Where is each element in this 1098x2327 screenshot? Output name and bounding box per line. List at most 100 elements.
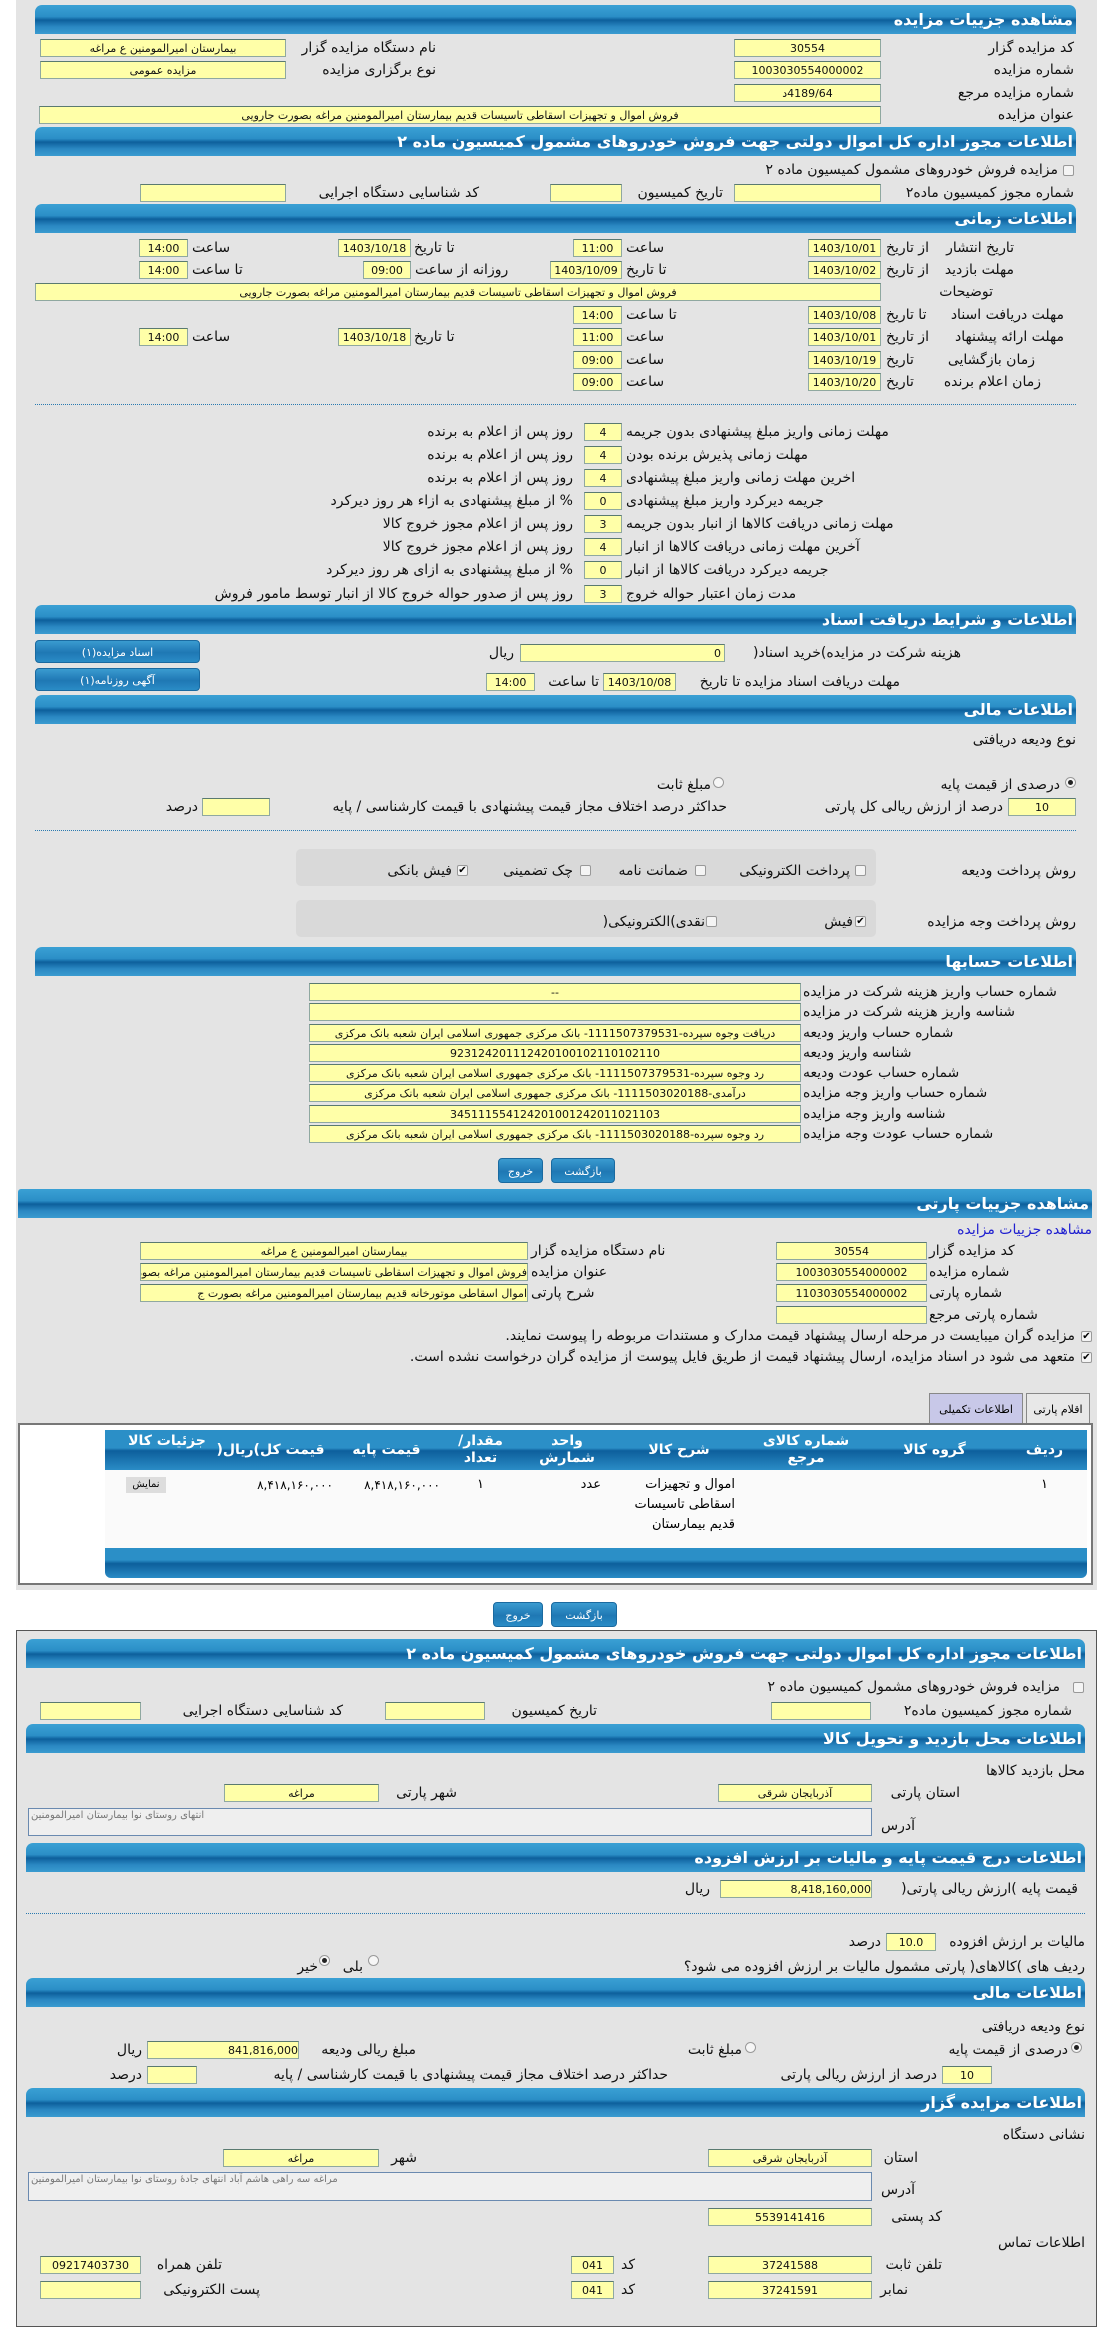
deposit-amount-field[interactable]: 841,816,000 — [147, 2041, 299, 2059]
auction-docs-button[interactable]: اسناد مزایده(۱) — [35, 640, 200, 663]
lot-percent-field[interactable]: 10 — [942, 2066, 992, 2084]
guarantee-checkbox[interactable] — [695, 865, 706, 876]
deadline-field[interactable]: 4 — [584, 446, 622, 464]
view-auction-link[interactable]: مشاهده جزییات مزایده — [957, 1222, 1092, 1238]
tab-extra-info[interactable]: اطلاعات تکمیلی — [929, 1393, 1023, 1423]
lot-commission-date-field[interactable] — [385, 1702, 485, 1720]
lot-max-diff-field[interactable] — [147, 2066, 197, 2084]
bank-slip-checkbox[interactable]: ✔ — [457, 865, 468, 876]
docs-deadline-time[interactable]: 14:00 — [573, 306, 622, 324]
publish-from-date[interactable]: 1403/10/01 — [808, 239, 881, 257]
account-field[interactable]: 345111554124201001242011021103 — [309, 1105, 801, 1123]
lot-percent-radio[interactable] — [1071, 2042, 1082, 2053]
fax-code-field[interactable]: 041 — [571, 2281, 614, 2299]
tab-lot-items[interactable]: اقلام پارتی — [1026, 1393, 1090, 1423]
lot-exec-code-field[interactable] — [40, 1702, 141, 1720]
back-button[interactable]: بازگشت — [551, 1158, 615, 1183]
description-field[interactable]: فروش اموال و تجهیزات اسقاطی تاسیسات قدیم… — [35, 283, 881, 301]
fixed-radio[interactable] — [713, 777, 724, 788]
offer-to-time[interactable]: 14:00 — [139, 328, 188, 346]
seller-province-field[interactable]: آذربایجان شرقی — [708, 2149, 872, 2167]
org-name-field[interactable]: بیمارستان امیرالمومنین ع مراغه — [40, 39, 286, 57]
auction-title-field[interactable]: فروش اموال و تجهیزات اسقاطی تاسیسات قدیم… — [39, 106, 881, 124]
email-field[interactable] — [40, 2281, 141, 2299]
winner-time[interactable]: 09:00 — [573, 373, 622, 391]
phone-code-field[interactable]: 041 — [571, 2256, 614, 2274]
lot-address-field[interactable]: انتهای روستای نوا بیمارستان امیرالمومنین — [28, 1808, 872, 1836]
lot-desc-field[interactable]: اموال اسقاطی موتورخانه قدیم بیمارستان ام… — [140, 1284, 528, 1302]
lot-title-field[interactable]: فروش اموال و تجهیزات اسقاطی تاسیسات قدیم… — [140, 1263, 528, 1281]
lot-org-field[interactable]: بیمارستان امیرالمومنین ع مراغه — [140, 1242, 528, 1260]
deadline-field[interactable]: 3 — [584, 585, 622, 603]
max-diff-field[interactable] — [202, 798, 270, 816]
no-attachment-checkbox[interactable]: ✔ — [1081, 1352, 1092, 1363]
lot-ref-field[interactable] — [776, 1306, 927, 1324]
visit-daily-to[interactable]: 14:00 — [139, 261, 188, 279]
cheque-checkbox[interactable] — [580, 865, 591, 876]
lot-number-field[interactable]: 1103030554000002 — [776, 1284, 927, 1302]
visit-daily-from[interactable]: 09:00 — [363, 261, 411, 279]
account-field[interactable]: -- — [309, 983, 801, 1001]
commission-date-field[interactable] — [550, 184, 622, 202]
deadline-field[interactable]: 0 — [584, 492, 622, 510]
base-price-field[interactable]: 8,418,160,000 — [720, 1880, 872, 1898]
account-field[interactable]: 923124201112420100102110102110 — [309, 1044, 801, 1062]
publish-from-time[interactable]: 11:00 — [573, 239, 622, 257]
deadline-field[interactable]: 3 — [584, 515, 622, 533]
publish-to-time[interactable]: 14:00 — [139, 239, 188, 257]
deadline-field[interactable]: 0 — [584, 561, 622, 579]
lot-commission-checkbox[interactable] — [1073, 1682, 1084, 1693]
docs-deadline-date[interactable]: 1403/10/08 — [808, 306, 881, 324]
account-field[interactable]: رد وجوه سپرده-1111507379531- بانک مرکزی … — [309, 1064, 801, 1082]
lot-code-field[interactable]: 30554 — [776, 1242, 927, 1260]
postal-field[interactable]: 5539141416 — [708, 2208, 872, 2226]
doc-deadline-time[interactable]: 14:00 — [486, 673, 535, 691]
doc-deadline-date[interactable]: 1403/10/08 — [603, 673, 676, 691]
show-details-button[interactable]: نمایش — [126, 1477, 166, 1493]
slip-checkbox[interactable]: ✔ — [855, 916, 866, 927]
vat-yes-radio[interactable] — [368, 1955, 379, 1966]
exit-button[interactable]: خروج — [498, 1158, 543, 1183]
fax-field[interactable]: 37241591 — [708, 2281, 872, 2299]
lot-permit-number-field[interactable] — [771, 1702, 871, 1720]
publish-to-date[interactable]: 1403/10/18 — [338, 239, 411, 257]
deposit-percent-field[interactable]: 10 — [1008, 798, 1076, 816]
visit-to-date[interactable]: 1403/10/09 — [550, 261, 622, 279]
deadline-field[interactable]: 4 — [584, 538, 622, 556]
attach-docs-checkbox[interactable]: ✔ — [1081, 1331, 1092, 1342]
auction-number-field[interactable]: 1003030554000002 — [734, 61, 881, 79]
seller-address-field[interactable]: مراغه سه راهی هاشم آباد انتهای جادهٔ روس… — [28, 2172, 872, 2201]
electronic-payment-checkbox[interactable] — [855, 865, 866, 876]
account-field[interactable]: دریافت وجوه سپرده-1111507379531- بانک مر… — [309, 1024, 801, 1042]
offer-from-time[interactable]: 11:00 — [573, 328, 622, 346]
opening-time[interactable]: 09:00 — [573, 351, 622, 369]
commission-checkbox[interactable] — [1063, 165, 1074, 176]
account-field[interactable]: درآمدی-1111503020188- بانک مرکزی جمهوری … — [309, 1084, 801, 1102]
seller-city-field[interactable]: مراغه — [223, 2149, 379, 2167]
auction-code-field[interactable]: 30554 — [734, 39, 881, 57]
vat-no-radio[interactable] — [319, 1955, 330, 1966]
account-field[interactable] — [309, 1003, 801, 1021]
deadline-field[interactable]: 4 — [584, 423, 622, 441]
account-field[interactable]: رد وجوه سپرده-1111503020188- بانک مرکزی … — [309, 1125, 801, 1143]
lot-auction-number-field[interactable]: 1003030554000002 — [776, 1263, 927, 1281]
permit-number-field[interactable] — [734, 184, 881, 202]
lot-fixed-radio[interactable] — [745, 2042, 756, 2053]
auction-ref-field[interactable]: 4189/64د — [734, 84, 881, 102]
mobile-field[interactable]: 09217403730 — [40, 2256, 141, 2274]
cash-checkbox[interactable] — [706, 916, 717, 927]
deadline-field[interactable]: 4 — [584, 469, 622, 487]
opening-date[interactable]: 1403/10/19 — [808, 351, 881, 369]
winner-date[interactable]: 1403/10/20 — [808, 373, 881, 391]
offer-to-date[interactable]: 1403/10/18 — [338, 328, 411, 346]
vat-field[interactable]: 10.0 — [886, 1933, 936, 1951]
newspaper-ad-button[interactable]: آگهی روزنامه(۱) — [35, 668, 200, 691]
back-button-2[interactable]: بازگشت — [551, 1602, 617, 1627]
exit-button-2[interactable]: خروج — [493, 1602, 543, 1627]
doc-fee-field[interactable]: 0 — [520, 644, 725, 662]
offer-from-date[interactable]: 1403/10/01 — [808, 328, 881, 346]
percent-radio[interactable] — [1065, 777, 1076, 788]
lot-city-field[interactable]: مراغه — [224, 1784, 379, 1802]
visit-from-date[interactable]: 1403/10/02 — [808, 261, 881, 279]
exec-code-field[interactable] — [140, 184, 286, 202]
